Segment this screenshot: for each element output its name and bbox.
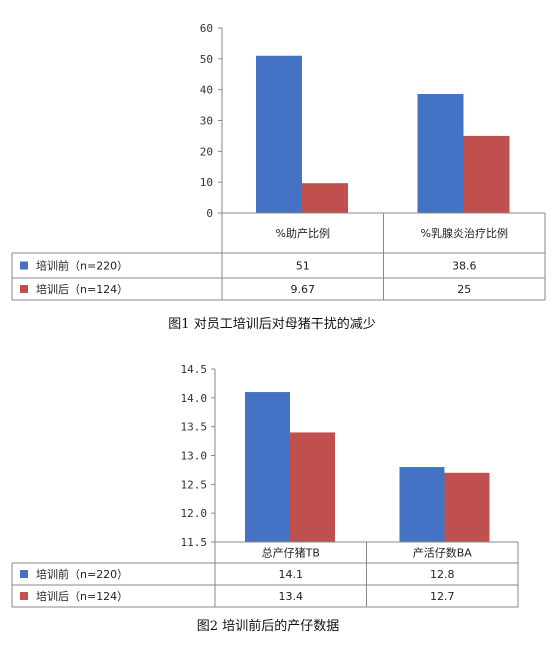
- chart-1: [11, 27, 546, 301]
- y-tick-label: 12.5: [181, 478, 208, 491]
- bar-after-1: [290, 432, 335, 542]
- y-tick-label: 60: [200, 22, 213, 35]
- y-tick-label: 14.0: [181, 392, 208, 405]
- bar-after-2: [463, 135, 510, 213]
- y-tick-label: 40: [200, 84, 213, 97]
- category-label: 总产仔猪TB: [262, 546, 320, 560]
- y-tick-label: 30: [200, 115, 213, 128]
- data-label: 38.6: [452, 260, 477, 273]
- y-tick-label: 0: [206, 207, 213, 220]
- data-label: 51: [296, 260, 310, 273]
- bar-before-2: [399, 467, 445, 542]
- category-label: %助产比例: [276, 226, 330, 240]
- data-label: 13.4: [279, 590, 304, 603]
- data-label: 12.8: [430, 568, 455, 581]
- legend-key-before: [20, 570, 28, 578]
- legend-key-after: [20, 285, 28, 293]
- data-label: 9.67: [291, 283, 316, 296]
- data-label: 14.1: [279, 568, 304, 581]
- bar-after-1: [302, 183, 348, 213]
- y-tick-label: 11.5: [181, 536, 208, 549]
- bar-before-2: [417, 93, 464, 213]
- legend-key-after: [20, 592, 28, 600]
- y-tick-label: 10: [200, 176, 213, 189]
- chart-2: [11, 368, 519, 608]
- legend-label: 培训后（n=124）: [36, 282, 128, 296]
- data-label: 25: [457, 283, 471, 296]
- bar-before-1: [256, 55, 302, 213]
- y-tick-label: 12.0: [181, 507, 208, 520]
- y-tick-label: 13.5: [181, 421, 208, 434]
- y-tick-label: 13.0: [181, 450, 208, 463]
- category-label: 产活仔数BA: [413, 546, 473, 560]
- y-tick-label: 20: [200, 145, 213, 158]
- bar-before-1: [245, 392, 290, 542]
- y-tick-label: 14.5: [181, 363, 208, 376]
- data-label: 12.7: [430, 590, 455, 603]
- y-tick-label: 50: [200, 53, 213, 66]
- bar-after-2: [444, 472, 490, 542]
- legend-key-before: [20, 261, 28, 270]
- figure-caption: 图2 培训前后的产仔数据: [197, 618, 339, 634]
- legend-label: 培训前（n=220）: [36, 567, 128, 581]
- legend-label: 培训后（n=124）: [36, 589, 128, 603]
- figure-caption: 图1 对员工培训后对母猪干扰的减少: [168, 316, 375, 332]
- category-label: %乳腺炎治疗比例: [421, 226, 508, 240]
- legend-label: 培训前（n=220）: [36, 259, 128, 273]
